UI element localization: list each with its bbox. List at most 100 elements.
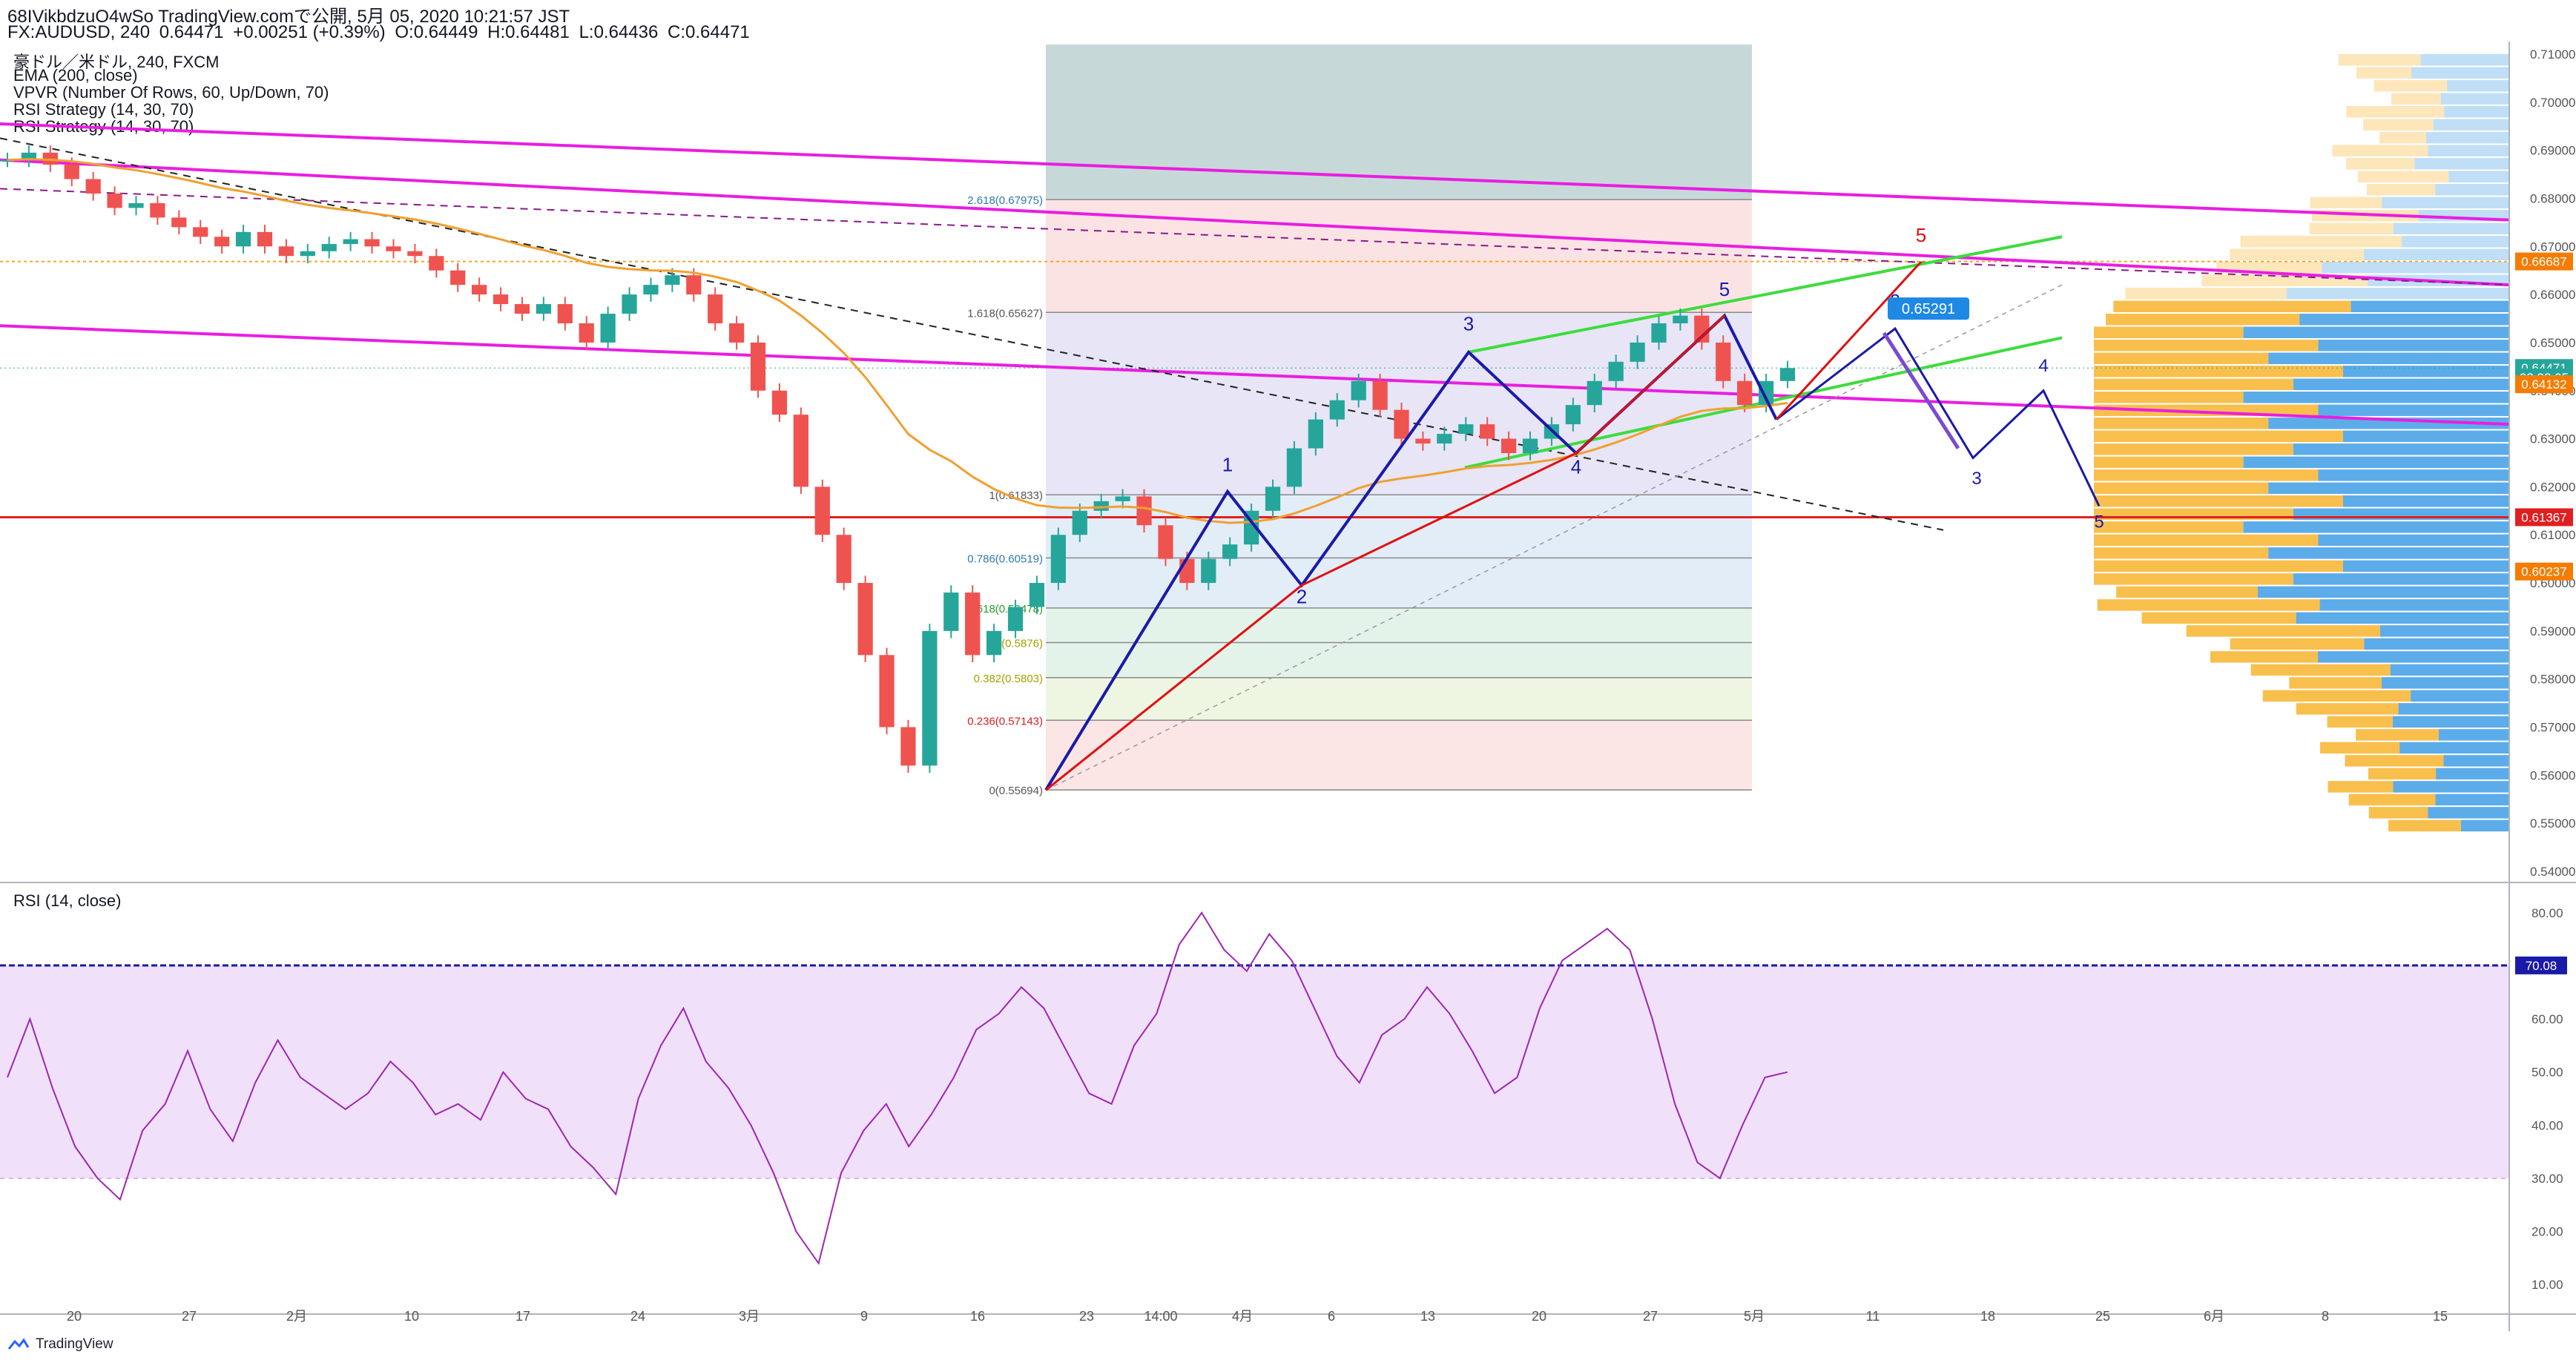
vpvr-bar-down xyxy=(2116,586,2258,598)
vpvr-bar-up xyxy=(2393,222,2509,235)
vpvr-bar-up xyxy=(2343,560,2509,572)
fib-zone-236 xyxy=(1046,720,1752,791)
vpvr-bar-down xyxy=(2391,93,2441,105)
candle-body xyxy=(150,202,165,218)
rsi-tick-label: 20.00 xyxy=(2531,1225,2563,1239)
symbol-name[interactable]: FX:AUDUSD, 240 xyxy=(7,22,151,42)
vpvr-bar-down xyxy=(2094,352,2269,365)
magenta-channel-line xyxy=(0,158,2510,287)
price-label: 0.64132 xyxy=(2521,377,2566,392)
candle-body xyxy=(1779,368,1796,381)
indicator-legend-ema[interactable]: EMA (200, close) xyxy=(13,66,138,85)
vpvr-bar-up xyxy=(2411,67,2509,79)
time-tick-label: 9 xyxy=(860,1309,868,1324)
vpvr-bar-up xyxy=(2436,768,2509,780)
candle-body xyxy=(1522,438,1538,454)
candle-body xyxy=(343,239,358,245)
vpvr-bar-down xyxy=(2310,197,2382,209)
red-wave-projection xyxy=(1775,261,1923,420)
price-tick-label: 0.54000 xyxy=(2530,865,2575,879)
vpvr-bar-up xyxy=(2268,482,2509,495)
rsi-overbought-bg xyxy=(2515,956,2567,974)
candle-body xyxy=(729,323,745,343)
candle-body xyxy=(107,193,122,208)
vpvr-bar-down xyxy=(2125,288,2287,300)
vpvr-bar-down xyxy=(2094,456,2244,469)
vpvr-bar-up xyxy=(2364,248,2509,261)
wave-label-projected: 5 xyxy=(2094,512,2104,532)
ohlc-high: 0.64481 xyxy=(505,22,570,42)
candle-body xyxy=(472,285,487,295)
fib-trend-line xyxy=(1045,284,2063,791)
candle-body xyxy=(900,727,916,766)
indicator-legend-series[interactable]: 豪ドル／米ドル, 240, FXCM xyxy=(13,53,220,71)
vpvr-bar-down xyxy=(2379,131,2426,144)
price-change: +0.00251 (+0.39%) xyxy=(233,22,386,42)
vpvr-bar-up xyxy=(2257,586,2509,598)
vpvr-bar-down xyxy=(2094,326,2244,339)
candle-body xyxy=(1286,448,1302,487)
price-tick-label: 0.62000 xyxy=(2530,480,2575,494)
tradingview-logo-icon xyxy=(7,1338,30,1350)
candle-body xyxy=(450,270,466,286)
vpvr-bar-down xyxy=(2094,560,2343,572)
candle-body xyxy=(193,227,208,237)
price-tick-label: 0.61000 xyxy=(2530,528,2575,542)
candle-body xyxy=(771,390,788,415)
vpvr-bar-up xyxy=(2379,625,2509,637)
vpvr-bar-up xyxy=(2435,184,2509,196)
vpvr-bar-down xyxy=(2094,340,2319,352)
vpvr-bar-up xyxy=(2425,131,2509,144)
magenta-channel-line xyxy=(0,122,2510,222)
vpvr-bar-down xyxy=(2320,742,2400,754)
wave-label-actual: 1 xyxy=(1222,454,1233,476)
vpvr-bar-up xyxy=(2444,105,2509,118)
indicator-legend-vpvr[interactable]: VPVR (Number Of Rows, 60, Up/Down, 70) xyxy=(13,83,329,102)
fib-level-label: 0(0.55694) xyxy=(989,785,1043,797)
price-tick-label: 0.69000 xyxy=(2530,144,2575,158)
ohlc-low: 0.64436 xyxy=(593,22,659,42)
vpvr-bar-down xyxy=(2094,392,2244,403)
time-tick-label: 8 xyxy=(2322,1309,2329,1324)
candle-body xyxy=(1630,342,1645,362)
candle-body xyxy=(429,256,444,271)
vpvr-bar-up xyxy=(2428,807,2509,819)
time-tick-label: 27 xyxy=(182,1309,197,1324)
candle-body xyxy=(814,486,830,535)
fib-zone-top xyxy=(1046,44,1752,200)
rsi-tick-label: 10.00 xyxy=(2531,1278,2563,1292)
tradingview-brand[interactable]: TradingView xyxy=(7,1336,113,1353)
price-tick-label: 0.56000 xyxy=(2530,768,2575,782)
vpvr-bar-down xyxy=(2094,366,2343,377)
vpvr-bar-down xyxy=(2230,248,2365,261)
rsi-pane-title[interactable]: RSI (14, close) xyxy=(13,891,122,910)
time-tick-label: 10 xyxy=(404,1309,419,1324)
fib-level-label: 0.236(0.57143) xyxy=(967,715,1043,727)
vpvr-bar-up xyxy=(2414,157,2509,170)
vpvr-bar-up xyxy=(2296,612,2509,624)
time-tick-label: 16 xyxy=(970,1309,985,1324)
candle-body xyxy=(1072,510,1087,535)
price-tick-label: 0.55000 xyxy=(2530,816,2575,831)
candle-body xyxy=(321,244,337,251)
wave-label-projected: 4 xyxy=(2038,356,2048,376)
vpvr-bar-down xyxy=(2094,573,2293,585)
candle-body xyxy=(1158,525,1173,559)
candle-body xyxy=(300,251,315,257)
fib-zone-1 xyxy=(1046,495,1752,608)
vpvr-bar-up xyxy=(2343,495,2509,507)
vpvr-bar-down xyxy=(2363,119,2434,131)
indicator-legend-rsi-strategy-1[interactable]: RSI Strategy (14, 30, 70) xyxy=(13,100,194,119)
vpvr-bar-down xyxy=(2348,793,2436,806)
vpvr-bar-down xyxy=(2368,807,2428,819)
price-label: 0.61367 xyxy=(2521,510,2566,524)
candle-body xyxy=(1437,434,1452,444)
vpvr-bar-down xyxy=(2094,482,2269,495)
vpvr-bar-down xyxy=(2356,67,2412,79)
rsi-tick-label: 80.00 xyxy=(2531,906,2563,920)
vpvr-bar-up xyxy=(2243,521,2509,533)
red-wave-label-5: 5 xyxy=(1916,224,1926,246)
vpvr-bar-down xyxy=(2262,690,2411,702)
wave-label-actual: 3 xyxy=(1463,313,1474,335)
